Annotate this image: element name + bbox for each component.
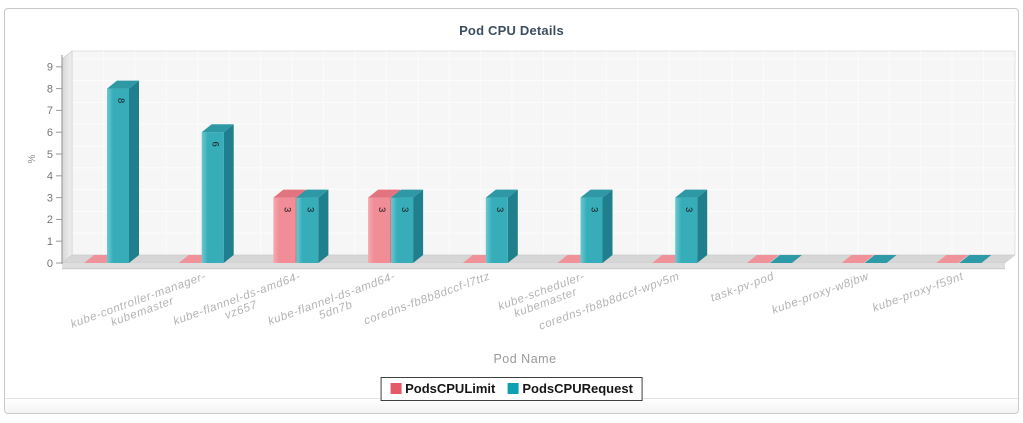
bar-value-label: 3 — [494, 207, 505, 212]
y-axis-label: % — [27, 154, 38, 163]
bar-value-label: 8 — [115, 98, 126, 103]
bar-value-label: 3 — [589, 207, 600, 212]
plot-floor-front — [62, 263, 1005, 269]
y-tick-label: 9 — [47, 62, 53, 74]
x-tick-label: kube-controller-manager-kubemaster — [69, 271, 208, 331]
bar-podscpurequest-7[interactable] — [769, 255, 802, 263]
svg-text:kube-proxy-f59nt: kube-proxy-f59nt — [871, 270, 965, 314]
bar-podscpurequest-1[interactable]: 6 — [201, 124, 234, 263]
x-tick-label: task-pv-pod — [709, 271, 776, 305]
legend-swatch-podscpurequest — [507, 383, 519, 394]
legend-item-podscpurequest[interactable]: PodsCPURequest — [507, 381, 633, 396]
y-tick-label: 0 — [47, 258, 53, 270]
bar-podscpurequest-4[interactable]: 3 — [485, 189, 518, 263]
gridlines — [72, 51, 1015, 255]
bar-podscpurequest-5[interactable]: 3 — [580, 189, 613, 263]
y-tick-label: 2 — [47, 214, 53, 226]
bar-podscpurequest-3[interactable]: 3 — [391, 189, 424, 263]
legend-swatch-podscpulimit — [390, 383, 402, 394]
chart-title: Pod CPU Details — [459, 23, 564, 38]
y-tick-label: 5 — [47, 149, 53, 161]
bar-podscpurequest-6[interactable]: 3 — [675, 189, 708, 263]
y-tick-label: 3 — [47, 192, 53, 204]
legend-label: PodsCPULimit — [405, 381, 496, 396]
bar-podscpulimit-9[interactable] — [936, 255, 969, 263]
legend-label: PodsCPURequest — [522, 381, 633, 396]
plot-left-wall — [61, 50, 73, 264]
svg-text:kube-proxy-w8jbw: kube-proxy-w8jbw — [770, 271, 870, 317]
bar-podscpurequest-0[interactable]: 8 — [107, 80, 139, 263]
bar-podscpurequest-8[interactable] — [864, 255, 897, 263]
y-tick-label: 6 — [47, 127, 53, 139]
bar-value-label: 6 — [210, 142, 221, 147]
chart-panel: Pod CPU Details 0 1 2 3 4 5 6 7 8 9% 8 6 3 3 3 3 3 3 3 kube… — [4, 8, 1019, 414]
bar-podscpurequest-9[interactable] — [959, 255, 992, 263]
x-tick-label: kube-proxy-f59nt — [871, 270, 965, 314]
y-tick-label: 1 — [47, 236, 53, 248]
y-tick-label: 4 — [47, 171, 53, 183]
bar-podscpulimit-7[interactable] — [746, 255, 779, 263]
svg-text:task-pv-pod: task-pv-pod — [709, 271, 776, 305]
bar-value-label: 3 — [683, 207, 694, 212]
bar-value-label: 3 — [399, 207, 410, 212]
y-axis: 0 1 2 3 4 5 6 7 8 9 — [47, 55, 63, 270]
y-tick-label: 7 — [47, 105, 53, 117]
x-axis-title: Pod Name — [493, 352, 556, 366]
legend: PodsCPULimit PodsCPURequest — [380, 377, 643, 401]
bar-value-label: 3 — [376, 207, 387, 212]
bar-value-label: 3 — [281, 207, 292, 212]
bar-value-label: 3 — [304, 207, 315, 212]
x-tick-label: kube-proxy-w8jbw — [770, 271, 870, 317]
chart-canvas: 0 1 2 3 4 5 6 7 8 9% 8 6 3 3 3 3 3 3 3 kube-controller-mana… — [27, 50, 1016, 366]
y-tick-label: 8 — [47, 83, 53, 95]
bar-podscpulimit-8[interactable] — [841, 255, 874, 263]
legend-item-podscpulimit[interactable]: PodsCPULimit — [390, 381, 495, 396]
bar-podscpurequest-2[interactable]: 3 — [296, 189, 329, 263]
